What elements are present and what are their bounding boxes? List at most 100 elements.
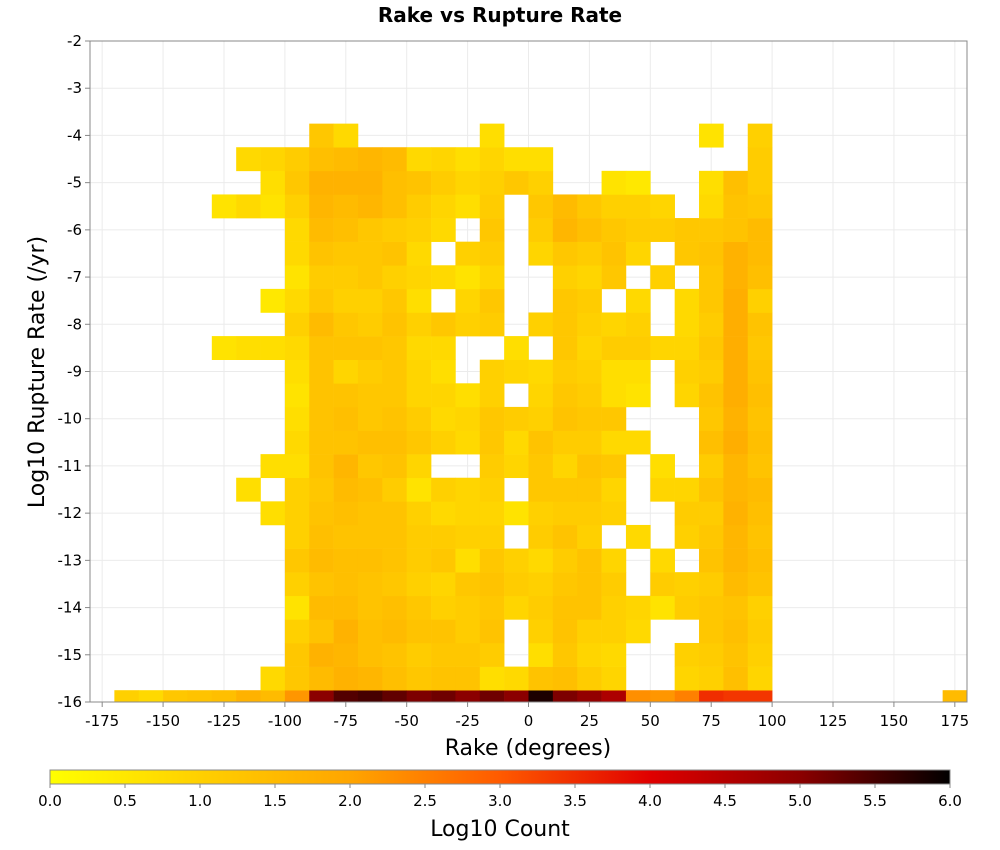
heatmap-cell (699, 454, 724, 479)
heatmap-cell (601, 383, 627, 408)
heatmap-cell (357, 572, 383, 597)
y-tick-label: -4 (67, 126, 82, 144)
heatmap-cell (406, 619, 432, 644)
heatmap-cell (650, 595, 675, 620)
heatmap-cell (577, 595, 602, 620)
heatmap-cell (284, 666, 310, 691)
heatmap-cell (699, 359, 724, 384)
heatmap-cell (284, 548, 310, 573)
heatmap-cell (723, 406, 749, 431)
heatmap-cell (406, 501, 432, 526)
heatmap-cell (577, 477, 602, 502)
heatmap-cell (406, 194, 432, 219)
heatmap-cell (431, 430, 456, 455)
heatmap-cell (577, 194, 602, 219)
heatmap-cell (357, 288, 383, 313)
heatmap-cell (747, 170, 773, 195)
heatmap-cell (333, 194, 359, 219)
colorbar-tick-label: 5.0 (788, 792, 812, 810)
heatmap-cell (284, 170, 310, 195)
heatmap-cell (309, 336, 334, 360)
heatmap-cell (504, 336, 529, 360)
heatmap-cell (747, 572, 773, 597)
x-tick-label: 0 (524, 712, 534, 730)
heatmap-cell (552, 359, 578, 384)
heatmap-cell (357, 690, 383, 703)
colorbar-tick-label: 3.0 (488, 792, 512, 810)
heatmap-cell (333, 265, 359, 290)
heatmap-cell (601, 501, 627, 526)
x-axis-label: Rake (degrees) (445, 736, 612, 761)
heatmap-cell (260, 336, 286, 360)
heatmap-cell (260, 690, 286, 703)
colorbar-tick-label: 0.0 (38, 792, 62, 810)
heatmap-cell (431, 666, 456, 691)
heatmap-cell (699, 241, 724, 266)
heatmap-cell (284, 359, 310, 384)
heatmap-cell (674, 241, 700, 266)
heatmap-cell (674, 524, 700, 549)
heatmap-cell (382, 642, 407, 667)
heatmap-cell (309, 194, 334, 219)
heatmap-cell (723, 454, 749, 479)
heatmap-cell (455, 477, 481, 502)
heatmap-cell (309, 548, 334, 573)
heatmap-cell (674, 572, 700, 597)
heatmap-cell (625, 619, 651, 644)
heatmap-cell (625, 336, 651, 360)
heatmap-cell (674, 595, 700, 620)
heatmap-cell (504, 359, 529, 384)
heatmap-cell (406, 312, 432, 337)
heatmap-cell (552, 477, 578, 502)
heatmap-cell (211, 336, 237, 360)
heatmap-cell (357, 595, 383, 620)
heatmap-cell (577, 218, 602, 242)
heatmap-cell (187, 690, 213, 703)
heatmap-cell (211, 194, 237, 219)
y-tick-label: -11 (58, 457, 83, 475)
heatmap-cell (528, 241, 554, 266)
heatmap-cell (625, 194, 651, 219)
heatmap-cell (479, 642, 505, 667)
heatmap-cell (309, 359, 334, 384)
heatmap-cell (479, 288, 505, 313)
heatmap-cell (723, 241, 749, 266)
heatmap-cell (650, 548, 675, 573)
heatmap-cell (552, 218, 578, 242)
y-axis-ticks: -16 -15 -14 -13 -12 -11 -10 -9 -8 -7 -6 -5 -4 -3 -2 (58, 32, 90, 711)
heatmap-cell (674, 477, 700, 502)
heatmap-cell (504, 406, 529, 431)
heatmap-cell (382, 383, 407, 408)
heatmap-cell (309, 147, 334, 172)
heatmap-cell (309, 170, 334, 195)
heatmap-cell (479, 524, 505, 549)
heatmap-cell (625, 595, 651, 620)
heatmap-cell (260, 288, 286, 313)
heatmap-cell (723, 666, 749, 691)
heatmap-cell (577, 690, 602, 703)
heatmap-cell (479, 241, 505, 266)
heatmap-cell (699, 383, 724, 408)
heatmap-cell (455, 595, 481, 620)
heatmap-cell (309, 454, 334, 479)
heatmap-cell (382, 147, 407, 172)
heatmap-cell (406, 595, 432, 620)
heatmap-cell (699, 548, 724, 573)
x-tick-label: 150 (880, 712, 909, 730)
heatmap-cell (552, 595, 578, 620)
heatmap-cell (674, 288, 700, 313)
heatmap-cell (431, 170, 456, 195)
heatmap-cell (284, 690, 310, 703)
heatmap-cell (406, 524, 432, 549)
y-tick-label: -12 (58, 504, 83, 522)
colorbar-tick-label: 4.0 (638, 792, 662, 810)
heatmap-cell (674, 312, 700, 337)
heatmap-cell (406, 642, 432, 667)
heatmap-cell (284, 454, 310, 479)
heatmap-cell (382, 454, 407, 479)
heatmap-cell (382, 572, 407, 597)
heatmap-cell (625, 218, 651, 242)
heatmap-cell (163, 690, 188, 703)
heatmap-cell (382, 170, 407, 195)
y-tick-label: -15 (58, 646, 83, 664)
